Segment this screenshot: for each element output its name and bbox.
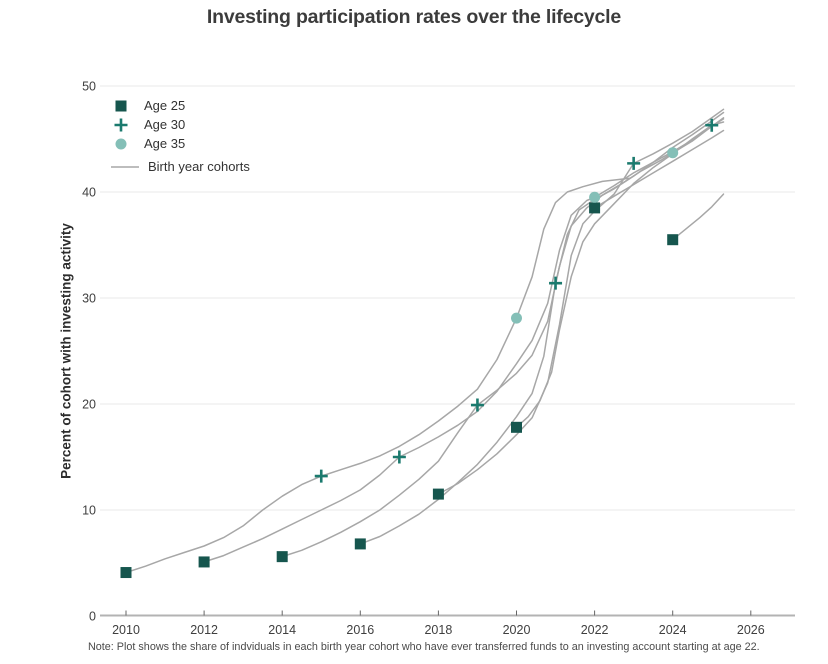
y-tick-label-40: 40 xyxy=(82,186,96,200)
cohort-line-2024 xyxy=(671,193,725,241)
age-30-marker xyxy=(627,156,641,170)
age-25-marker xyxy=(198,556,210,568)
y-tick-label-20: 20 xyxy=(82,398,96,412)
legend-item-age-25: Age 25 xyxy=(110,96,250,115)
x-tick-label-2012: 2012 xyxy=(190,623,218,637)
x-tick-label-2018: 2018 xyxy=(424,623,452,637)
y-tick-label-30: 30 xyxy=(82,292,96,306)
legend-item-age-35: Age 35 xyxy=(110,134,250,153)
chart-legend: Age 25 Age 30 Age 35 Birth year cohorts xyxy=(110,96,250,176)
cohort-line-2014 xyxy=(281,117,725,558)
age-30-marker xyxy=(392,450,406,464)
age-30-marker xyxy=(470,398,484,412)
age-30-plus-icon xyxy=(110,118,132,132)
age-30-marker xyxy=(705,118,719,132)
cohort-line-2018 xyxy=(437,108,725,495)
legend-label-age-25: Age 25 xyxy=(144,98,186,113)
legend-label-age-30: Age 30 xyxy=(144,117,186,132)
legend-item-cohorts: Birth year cohorts xyxy=(110,157,250,176)
y-tick-label-10: 10 xyxy=(82,504,96,518)
x-tick-label-2022: 2022 xyxy=(581,623,609,637)
x-tick-label-2016: 2016 xyxy=(346,623,374,637)
cohort-line-2010 xyxy=(125,177,631,574)
age-25-marker xyxy=(354,538,366,550)
age-25-marker xyxy=(276,551,288,563)
age-35-marker xyxy=(511,312,522,324)
x-tick-label-2024: 2024 xyxy=(659,623,687,637)
age-35-circle-icon xyxy=(110,138,132,150)
age-25-marker xyxy=(120,567,132,579)
cohort-line-2020 xyxy=(515,121,725,429)
age-25-marker xyxy=(511,421,522,433)
x-tick-label-2014: 2014 xyxy=(268,623,296,637)
cohort-line-2016 xyxy=(359,111,725,545)
age-25-marker xyxy=(667,234,679,246)
y-tick-label-0: 0 xyxy=(89,610,96,624)
age-25-marker xyxy=(432,488,444,500)
age-25-square-icon xyxy=(110,100,132,112)
age-30-marker xyxy=(549,276,563,290)
cohort-line-2022 xyxy=(593,129,725,209)
age-25-marker xyxy=(589,202,601,214)
x-tick-label-2026: 2026 xyxy=(737,623,765,637)
age-35-marker xyxy=(589,191,601,203)
y-axis-label: Percent of cohort with investing activit… xyxy=(58,223,74,479)
legend-item-age-30: Age 30 xyxy=(110,115,250,134)
y-tick-label-50: 50 xyxy=(82,80,96,94)
cohort-line-icon xyxy=(110,165,140,169)
x-tick-label-2020: 2020 xyxy=(503,623,531,637)
chart-footnote: Note: Plot shows the share of indviduals… xyxy=(88,641,760,653)
age-35-marker xyxy=(667,147,679,159)
x-tick-label-2010: 2010 xyxy=(112,623,140,637)
legend-label-cohorts: Birth year cohorts xyxy=(148,159,250,174)
chart-title: Investing participation rates over the l… xyxy=(206,6,622,28)
cohort-line-2012 xyxy=(203,118,725,563)
age-30-marker xyxy=(314,469,328,483)
legend-label-age-35: Age 35 xyxy=(144,136,186,151)
